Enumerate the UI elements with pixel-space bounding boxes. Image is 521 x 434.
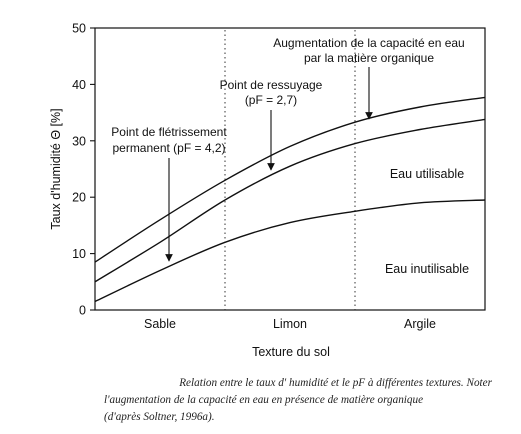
x-category-label: Sable [144, 317, 176, 331]
y-tick-label: 50 [72, 22, 86, 36]
region-label-eau-utilisable: Eau utilisable [390, 167, 464, 181]
curve-organic-matter [94, 96, 486, 263]
figure-caption: Relation entre le taux d' humidité et le… [104, 375, 492, 426]
annotation-organic-line2: par la matière organique [304, 51, 434, 65]
x-axis-categories: Sable Limon Argile [144, 317, 436, 331]
y-tick-label: 20 [72, 191, 86, 205]
humidity-texture-chart: 0 10 20 30 40 50 Sable Limon Argile Texture du … [49, 22, 486, 359]
curve-fletrissement [94, 199, 486, 303]
caption-line-2: l'augmentation de la capacité en eau en … [104, 394, 424, 406]
caption-line-3: (d'après Soltner, 1996a). [104, 411, 215, 423]
x-category-label: Argile [404, 317, 436, 331]
y-tick-label: 10 [72, 247, 86, 261]
curve-ressuyage [94, 118, 486, 283]
curves [94, 96, 486, 303]
annotation-fletrissement-line2: permanent (pF = 4,2) [112, 141, 225, 155]
category-dividers [224, 30, 356, 310]
y-tick-label: 40 [72, 78, 86, 92]
caption-line-1: Relation entre le taux d' humidité et le… [179, 377, 492, 389]
annotation-ressuyage-line1: Point de ressuyage [220, 78, 323, 92]
region-label-eau-inutilisable: Eau inutilisable [385, 262, 469, 276]
y-tick-label: 30 [72, 134, 86, 148]
x-category-label: Limon [273, 317, 307, 331]
x-axis-title: Texture du sol [252, 345, 330, 359]
annotation-ressuyage-line2: (pF = 2,7) [245, 93, 297, 107]
annotation-fletrissement-line1: Point de flétrissement [111, 125, 227, 139]
y-axis: 0 10 20 30 40 50 [72, 22, 95, 318]
annotation-organic-line1: Augmentation de la capacité en eau [273, 36, 464, 50]
y-tick-label: 0 [79, 304, 86, 318]
plot-frame [94, 27, 486, 311]
y-axis-title: Taux d'humidité Θ [%] [49, 108, 63, 229]
